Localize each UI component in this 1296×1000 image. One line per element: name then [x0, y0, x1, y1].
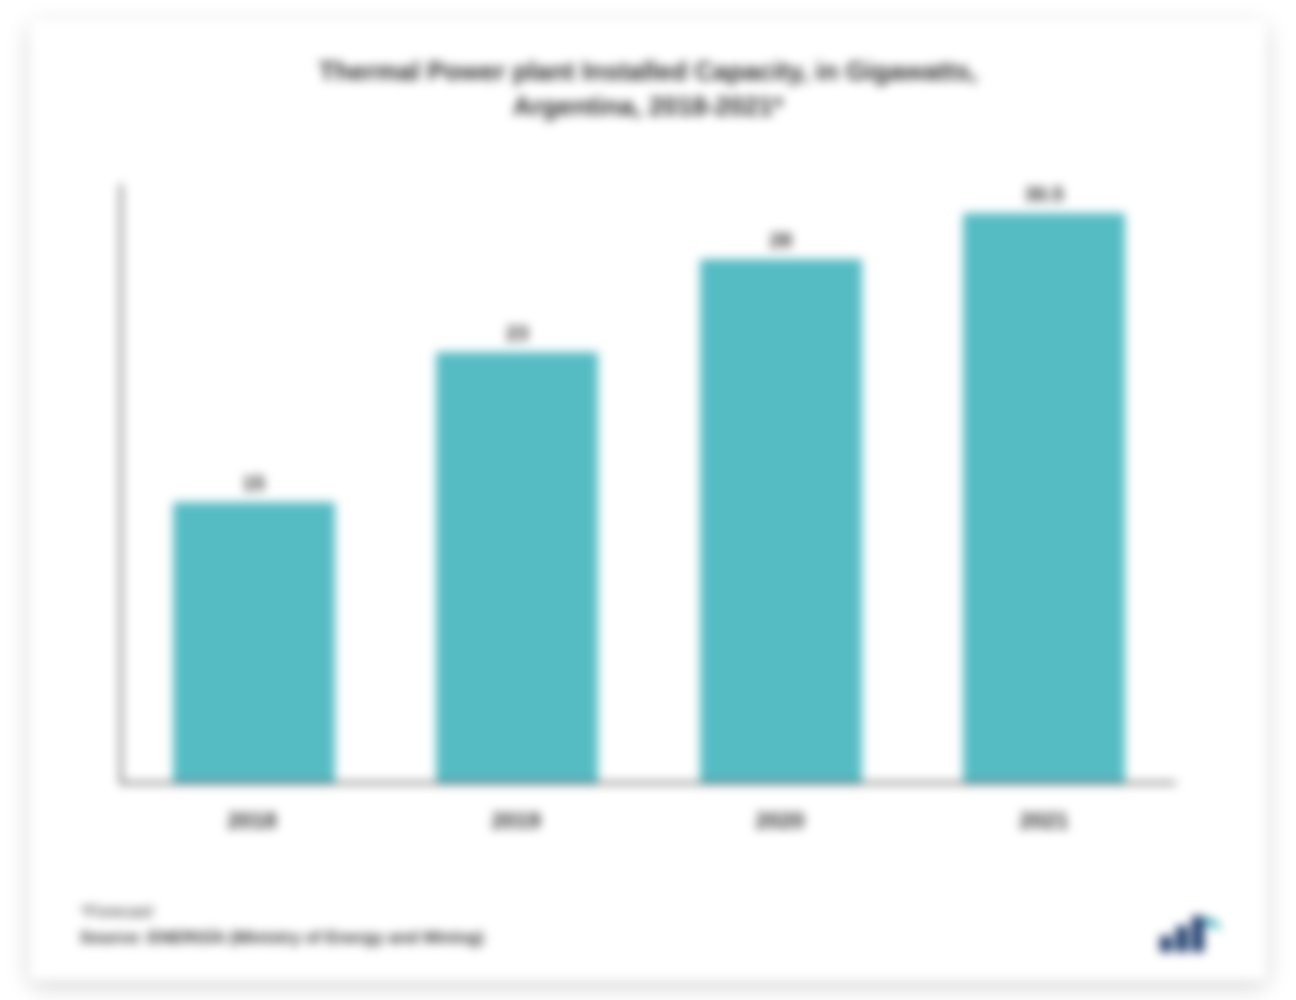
x-axis-label: 2018 [136, 808, 368, 834]
mordor-logo-icon [1156, 910, 1226, 956]
bar-value-label: 28 [770, 230, 792, 253]
chart-footer: *Forecast Source: ENERGÍA (Ministry of E… [80, 899, 484, 950]
bar-group: 15 [138, 184, 370, 782]
title-line1: Thermal Power plant Installed Capacity, … [319, 56, 977, 86]
bar-group: 23 [401, 184, 633, 782]
bar [700, 259, 862, 782]
chart-area: 15 23 28 30.5 2018 2019 2020 2021 [80, 154, 1216, 854]
bar-value-label: 30.5 [1025, 184, 1064, 207]
title-line2: Argentina, 2018-2021* [513, 91, 783, 121]
bars-container: 15 23 28 30.5 [122, 184, 1176, 782]
plot-area: 15 23 28 30.5 [120, 184, 1176, 784]
bar-group: 30.5 [928, 184, 1160, 782]
x-axis-labels: 2018 2019 2020 2021 [120, 808, 1176, 834]
bar-value-label: 23 [506, 323, 528, 346]
bar-value-label: 15 [243, 473, 265, 496]
footnote: *Forecast [80, 899, 484, 925]
source-text: Source: ENERGÍA (Ministry of Energy and … [80, 925, 484, 951]
x-axis-label: 2021 [928, 808, 1160, 834]
x-axis-label: 2020 [664, 808, 896, 834]
x-axis-label: 2019 [400, 808, 632, 834]
bar [963, 213, 1125, 782]
bar [173, 502, 335, 782]
bar [436, 352, 598, 782]
chart-card: Thermal Power plant Installed Capacity, … [30, 20, 1266, 980]
bar-group: 28 [665, 184, 897, 782]
chart-title: Thermal Power plant Installed Capacity, … [80, 54, 1216, 124]
